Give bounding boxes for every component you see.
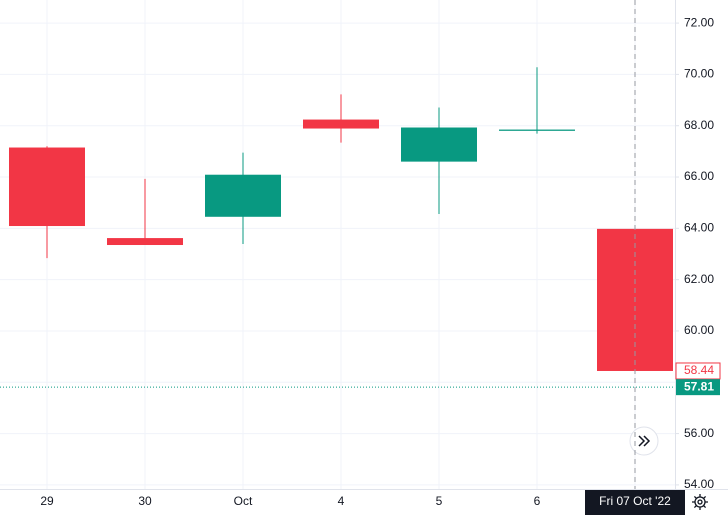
x-tick-label: Fri 07 Oct '22 — [599, 494, 671, 508]
price-label: 57.81 — [684, 379, 714, 393]
x-tick-label: 4 — [338, 494, 345, 508]
x-tick-label: 6 — [534, 494, 541, 508]
x-tick-label: 30 — [138, 494, 152, 508]
candle-body — [9, 147, 85, 227]
y-tick-label: 54.00 — [684, 477, 714, 491]
x-tick-label: 29 — [40, 494, 54, 508]
price-label: 58.44 — [684, 363, 714, 377]
price-label-bg — [675, 362, 721, 380]
y-tick-label: 56.00 — [684, 426, 714, 440]
y-tick-label: 66.00 — [684, 169, 714, 183]
candle-body — [401, 127, 477, 162]
settings-button[interactable] — [692, 494, 708, 510]
y-tick-label: 64.00 — [684, 221, 714, 235]
y-tick-label: 62.00 — [684, 272, 714, 286]
y-tick-label: 68.00 — [684, 118, 714, 132]
candle-body — [205, 174, 281, 217]
candle-body — [499, 129, 575, 131]
price-label-bg — [676, 379, 720, 396]
scroll-button[interactable] — [629, 426, 659, 456]
crosshair-label-bg — [585, 490, 685, 515]
candle-body — [303, 119, 379, 129]
y-tick-label: 72.00 — [684, 15, 714, 29]
y-tick-label: 60.00 — [684, 323, 714, 337]
x-tick-label: 5 — [436, 494, 443, 508]
candle-body — [107, 238, 183, 246]
x-tick-label: Oct — [234, 494, 253, 508]
y-tick-label: 70.00 — [684, 67, 714, 81]
